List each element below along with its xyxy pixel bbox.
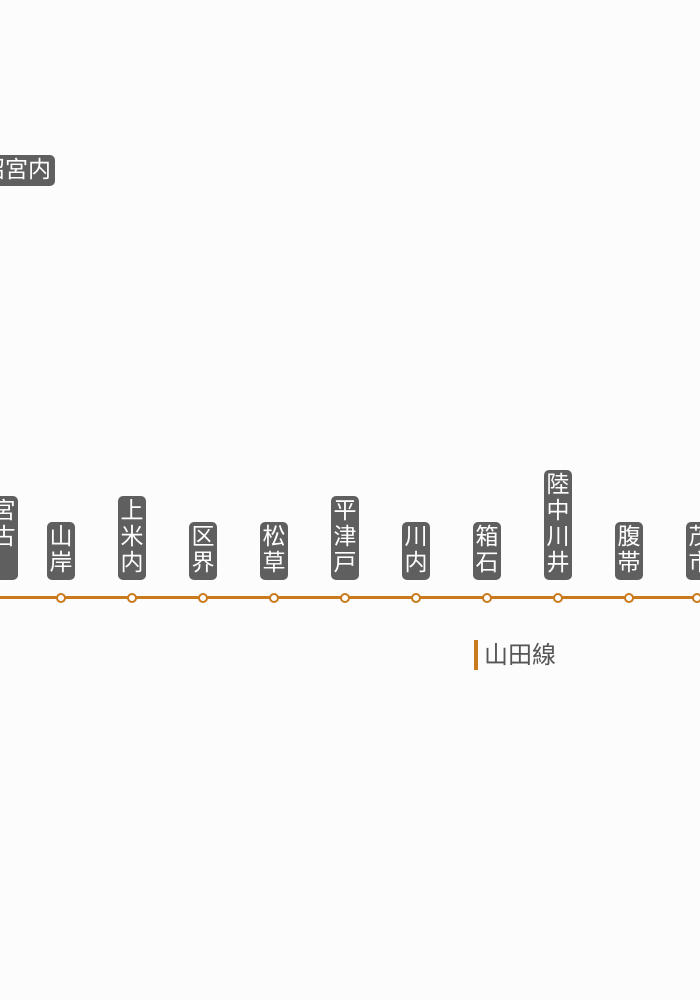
station-label-top: 沼宮内	[0, 155, 55, 186]
station-dot-7	[482, 593, 492, 603]
station-label-6: 川 内	[402, 522, 430, 580]
station-dot-3	[198, 593, 208, 603]
station-label-8: 陸 中 川 井	[544, 470, 572, 580]
line-name: 山田線	[484, 641, 556, 669]
station-dot-8	[553, 593, 563, 603]
station-dot-1	[56, 593, 66, 603]
station-label-1: 山 岸	[47, 522, 75, 580]
station-label-5: 平 津 戸	[331, 496, 359, 580]
station-label-2: 上 米 内	[118, 496, 146, 580]
rail-line	[0, 596, 700, 599]
station-label-4: 松 草	[260, 522, 288, 580]
station-label-9: 腹 帯	[615, 522, 643, 580]
line-name-tag: 山田線	[474, 640, 556, 670]
station-label-7: 箱 石	[473, 522, 501, 580]
station-label-0: 宮 古	[0, 496, 18, 580]
station-dot-2	[127, 593, 137, 603]
station-dot-9	[624, 593, 634, 603]
station-label-3: 区 界	[189, 522, 217, 580]
station-dot-4	[269, 593, 279, 603]
station-dot-6	[411, 593, 421, 603]
station-dot-10	[692, 593, 700, 603]
station-dot-5	[340, 593, 350, 603]
line-color-bar	[474, 640, 478, 670]
station-label-10: 茂 市	[686, 522, 700, 580]
